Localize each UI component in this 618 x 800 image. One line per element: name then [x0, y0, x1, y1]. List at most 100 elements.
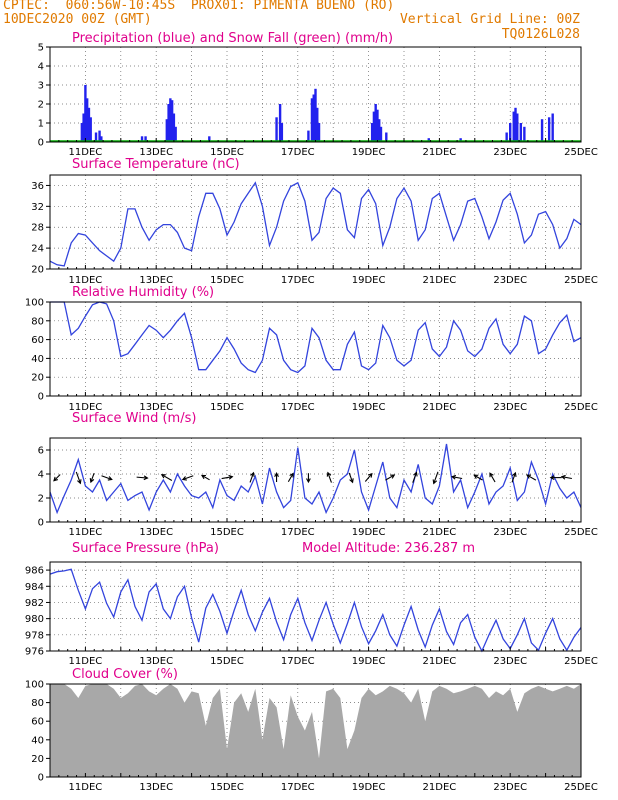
x-tick-label: 17DEC	[281, 527, 315, 538]
wind-arrow	[249, 471, 255, 483]
precip-panel: Precipitation (blue) and Snow Fall (gree…	[38, 31, 598, 158]
y-tick-label: 60	[31, 717, 44, 728]
temp-series-line	[49, 181, 582, 267]
y-tick-label: 20	[31, 754, 44, 765]
x-tick-label: 11DEC	[69, 275, 103, 286]
wind-panel: Surface Wind (m/s) 0 2 4 6 11DEC 13DEC 15DEC 17D…	[38, 411, 598, 538]
precip-bar	[516, 113, 519, 142]
y-tick-label: 0	[38, 138, 44, 149]
wind-arrow	[306, 473, 311, 484]
x-tick-label: 15DEC	[210, 527, 244, 538]
x-tick-label: 17DEC	[281, 275, 315, 286]
precip-bar	[509, 123, 512, 142]
x-tick-label: 25DEC	[564, 782, 598, 793]
precip-bar	[523, 126, 526, 142]
precip-bar	[312, 94, 315, 142]
x-tick-label: 13DEC	[139, 147, 173, 158]
chart-title: Precipitation (blue) and Snow Fall (gree…	[72, 31, 393, 46]
cloud-panel: Cloud Cover (%) 0 20 40 60 80 100 11DEC 13DEC 15D…	[25, 667, 598, 793]
wind-arrow	[136, 475, 149, 481]
x-tick-label: 19DEC	[352, 782, 386, 793]
precip-bar	[374, 104, 377, 142]
precip-bar	[316, 107, 319, 142]
precip-bar	[275, 117, 278, 142]
wind-arrow	[526, 474, 537, 481]
x-tick-label: 13DEC	[139, 782, 173, 793]
y-tick-label: 40	[31, 735, 44, 746]
precip-bar	[370, 123, 374, 142]
x-tick-label: 19DEC	[352, 527, 386, 538]
wind-arrow	[412, 471, 418, 483]
x-tick-label: 23DEC	[493, 656, 527, 667]
precip-bar	[208, 136, 211, 142]
x-tick-label: 15DEC	[210, 147, 244, 158]
y-tick-label: 36	[31, 181, 44, 192]
x-tick-label: 11DEC	[69, 782, 103, 793]
x-tick-label: 19DEC	[352, 275, 386, 286]
y-tick-label: 32	[31, 202, 44, 213]
precip-bar	[376, 109, 379, 142]
chart-title: Surface Pressure (hPa)	[72, 541, 219, 556]
rh-series-line	[50, 301, 582, 374]
wind-arrow	[101, 475, 113, 481]
wind-arrow	[181, 475, 194, 481]
x-tick-label: 15DEC	[210, 656, 244, 667]
y-tick-label: 40	[31, 354, 44, 365]
precip-bar	[165, 119, 169, 142]
precip-bar	[514, 107, 517, 142]
y-tick-label: 2	[38, 100, 44, 111]
precip-bar	[317, 123, 321, 142]
header-model-code: TQ0126L028	[501, 27, 580, 42]
y-tick-label: 5	[38, 43, 44, 54]
x-tick-label: 17DEC	[281, 147, 315, 158]
precip-bar	[310, 98, 314, 142]
precip-bar	[278, 104, 282, 142]
pres-series-line	[49, 568, 582, 653]
x-tick-label: 11DEC	[69, 402, 103, 413]
y-tick-label: 982	[25, 598, 44, 609]
precip-bar	[98, 130, 101, 142]
x-tick-label: 23DEC	[493, 147, 527, 158]
wind-arrow	[274, 472, 279, 482]
y-tick-label: 4	[38, 62, 44, 73]
chart-title: Relative Humidity (%)	[72, 285, 214, 300]
plot-frame	[49, 174, 582, 270]
x-tick-label: 25DEC	[564, 656, 598, 667]
x-tick-label: 21DEC	[423, 656, 457, 667]
x-tick-label: 17DEC	[281, 782, 315, 793]
chart-title: Surface Wind (m/s)	[72, 411, 196, 426]
precip-bar	[80, 123, 84, 142]
wind-arrow	[200, 474, 210, 481]
precip-bar	[307, 130, 310, 142]
precip-bar	[144, 136, 147, 142]
chart-title: Surface Temperature (nC)	[72, 157, 240, 172]
x-tick-label: 23DEC	[493, 275, 527, 286]
x-tick-label: 25DEC	[564, 147, 598, 158]
y-tick-label: 20	[31, 373, 44, 384]
y-tick-label: 0	[38, 518, 44, 529]
precip-bar	[170, 100, 174, 142]
header-station: CPTEC: 060:56W-10:45S PROX01: PIMENTA BU…	[3, 0, 395, 13]
x-tick-label: 21DEC	[423, 402, 457, 413]
precip-bar	[512, 111, 515, 142]
x-tick-label: 19DEC	[352, 147, 386, 158]
wind-arrow	[348, 472, 354, 484]
wind-arrow	[549, 475, 562, 481]
y-tick-label: 100	[25, 298, 44, 309]
plot-frame	[49, 301, 582, 397]
wind-arrow	[489, 472, 496, 483]
precip-bar	[372, 111, 376, 142]
precip-bar	[551, 113, 554, 142]
x-tick-label: 25DEC	[564, 527, 598, 538]
x-tick-label: 13DEC	[139, 527, 173, 538]
wind-arrow	[75, 471, 82, 485]
x-tick-label: 21DEC	[423, 275, 457, 286]
y-tick-label: 80	[31, 698, 44, 709]
precip-bar	[85, 98, 89, 142]
wind-arrow	[511, 471, 517, 483]
y-tick-label: 984	[25, 582, 44, 593]
rh-panel: Relative Humidity (%) 0 20 40 60 80 100 11DEC 13…	[25, 285, 598, 413]
header-date: 10DEC2020 00Z (GMT)	[3, 12, 152, 27]
y-tick-label: 1	[38, 119, 44, 130]
precip-bar	[540, 119, 544, 142]
